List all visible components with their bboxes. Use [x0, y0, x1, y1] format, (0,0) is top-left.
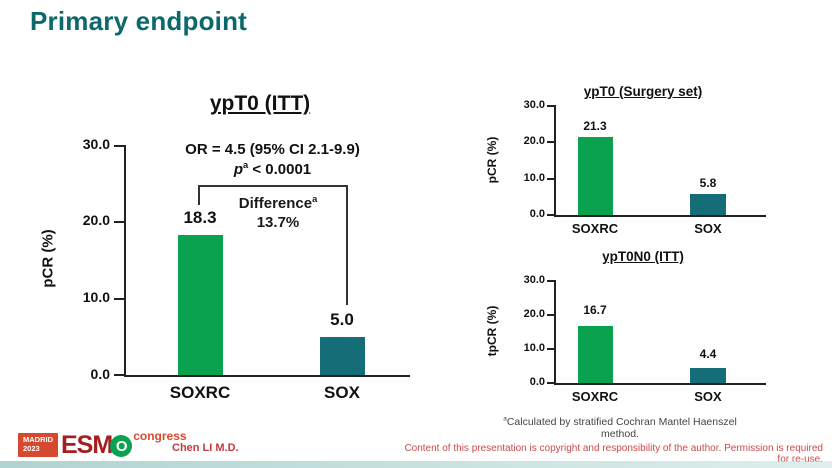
- difference-label: Differencea: [238, 194, 318, 212]
- main-y-axis: [124, 145, 126, 377]
- p-superscript: a: [243, 160, 249, 170]
- main-plot-area: [126, 145, 410, 375]
- tpcr-plot-area: [556, 280, 766, 383]
- p-symbol: p: [233, 161, 243, 178]
- tpcr-category-soxrc: SOXRC: [571, 389, 619, 404]
- logo-city: MADRID: [23, 435, 53, 445]
- tpcr-ytick-label-0: 0.0: [529, 376, 545, 388]
- tpcr-ytick-label-10: 10.0: [523, 342, 545, 354]
- madrid-2023-badge: MADRID 2023: [18, 433, 58, 457]
- tpcr-ytick-mark-0: [547, 382, 554, 384]
- surgery-category-sox: SOX: [694, 221, 722, 236]
- surgery-bar-sox: [690, 193, 726, 215]
- presenter-name: Chen LI M.D.: [172, 442, 239, 454]
- tpcr-ytick-mark-20: [547, 314, 554, 316]
- comparison-bracket-left-stub: [198, 185, 200, 205]
- tpcr-category-sox: SOX: [694, 389, 722, 404]
- main-ytick-mark-20: [114, 221, 124, 223]
- main-bar-sox: [320, 336, 365, 375]
- tpcr-ytick-label-30: 30.0: [523, 274, 545, 286]
- difference-superscript: a: [312, 194, 318, 204]
- surgery-ytick-mark-0: [547, 214, 554, 216]
- main-category-sox: SOX: [324, 383, 360, 402]
- main-ytick-label-20: 20.0: [82, 212, 110, 228]
- main-bar-soxrc: [178, 234, 223, 375]
- tpcr-value-sox: 4.4: [699, 347, 717, 361]
- difference-value: 13.7%: [256, 214, 300, 231]
- esmo-wordmark: ESM O: [61, 432, 133, 458]
- bottom-accent-bar: [0, 461, 832, 468]
- surgery-chart-title: ypT0 (Surgery set): [583, 84, 703, 99]
- p-value-text: < 0.0001: [248, 161, 312, 178]
- tpcr-value-soxrc: 16.7: [583, 303, 607, 317]
- surgery-value-soxrc: 21.3: [583, 119, 607, 133]
- esmo-o-icon: O: [110, 435, 133, 457]
- p-value-annotation: pa < 0.0001: [160, 160, 385, 178]
- surgery-y-axis-label: pCR (%): [485, 136, 499, 184]
- surgery-bar-soxrc: [578, 136, 613, 215]
- surgery-category-soxrc: SOXRC: [571, 221, 619, 236]
- surgery-ytick-label-0: 0.0: [529, 208, 545, 220]
- tpcr-y-axis-label: tpCR (%): [485, 305, 499, 357]
- surgery-value-sox: 5.8: [699, 176, 717, 190]
- main-y-axis-label: pCR (%): [39, 229, 57, 288]
- main-value-soxrc: 18.3: [183, 208, 217, 227]
- tpcr-x-axis: [554, 383, 766, 385]
- surgery-ytick-label-20: 20.0: [523, 135, 545, 147]
- congress-label: congress: [133, 429, 187, 443]
- surgery-ytick-mark-30: [547, 105, 554, 107]
- tpcr-ytick-mark-10: [547, 348, 554, 350]
- surgery-x-axis: [554, 215, 766, 217]
- main-ytick-label-0: 0.0: [90, 366, 110, 382]
- tpcr-chart-title: ypT0N0 (ITT): [602, 249, 684, 264]
- surgery-ytick-mark-10: [547, 178, 554, 180]
- tpcr-ytick-label-20: 20.0: [523, 308, 545, 320]
- slide-title: Primary endpoint: [30, 6, 248, 36]
- main-ytick-mark-30: [114, 145, 124, 147]
- main-ytick-mark-0: [114, 374, 124, 376]
- main-x-axis: [124, 375, 410, 377]
- main-ytick-label-30: 30.0: [82, 136, 110, 152]
- tpcr-bar-soxrc: [578, 325, 613, 383]
- comparison-bracket: [198, 185, 348, 305]
- tpcr-y-axis: [554, 280, 556, 385]
- odds-ratio-annotation: OR = 4.5 (95% CI 2.1-9.9): [185, 141, 360, 158]
- surgery-ytick-label-30: 30.0: [523, 99, 545, 111]
- esmo-congress-logo: MADRID 2023 ESM O congress: [18, 429, 187, 461]
- main-ytick-label-10: 10.0: [82, 289, 110, 305]
- tpcr-ytick-mark-30: [547, 280, 554, 282]
- main-value-sox: 5.0: [330, 310, 354, 329]
- main-ytick-mark-10: [114, 298, 124, 300]
- main-chart-title: ypT0 (ITT): [209, 92, 311, 115]
- surgery-ytick-label-10: 10.0: [523, 172, 545, 184]
- surgery-y-axis: [554, 105, 556, 217]
- footnote: aCalculated by stratified Cochran Mantel…: [503, 415, 737, 440]
- main-category-soxrc: SOXRC: [169, 383, 231, 402]
- footnote-superscript: a: [503, 415, 507, 423]
- copyright-notice: Content of this presentation is copyrigh…: [404, 443, 823, 465]
- logo-year: 2023: [23, 444, 40, 453]
- tpcr-bar-sox: [690, 367, 726, 383]
- surgery-ytick-mark-20: [547, 141, 554, 143]
- surgery-plot-area: [556, 105, 766, 215]
